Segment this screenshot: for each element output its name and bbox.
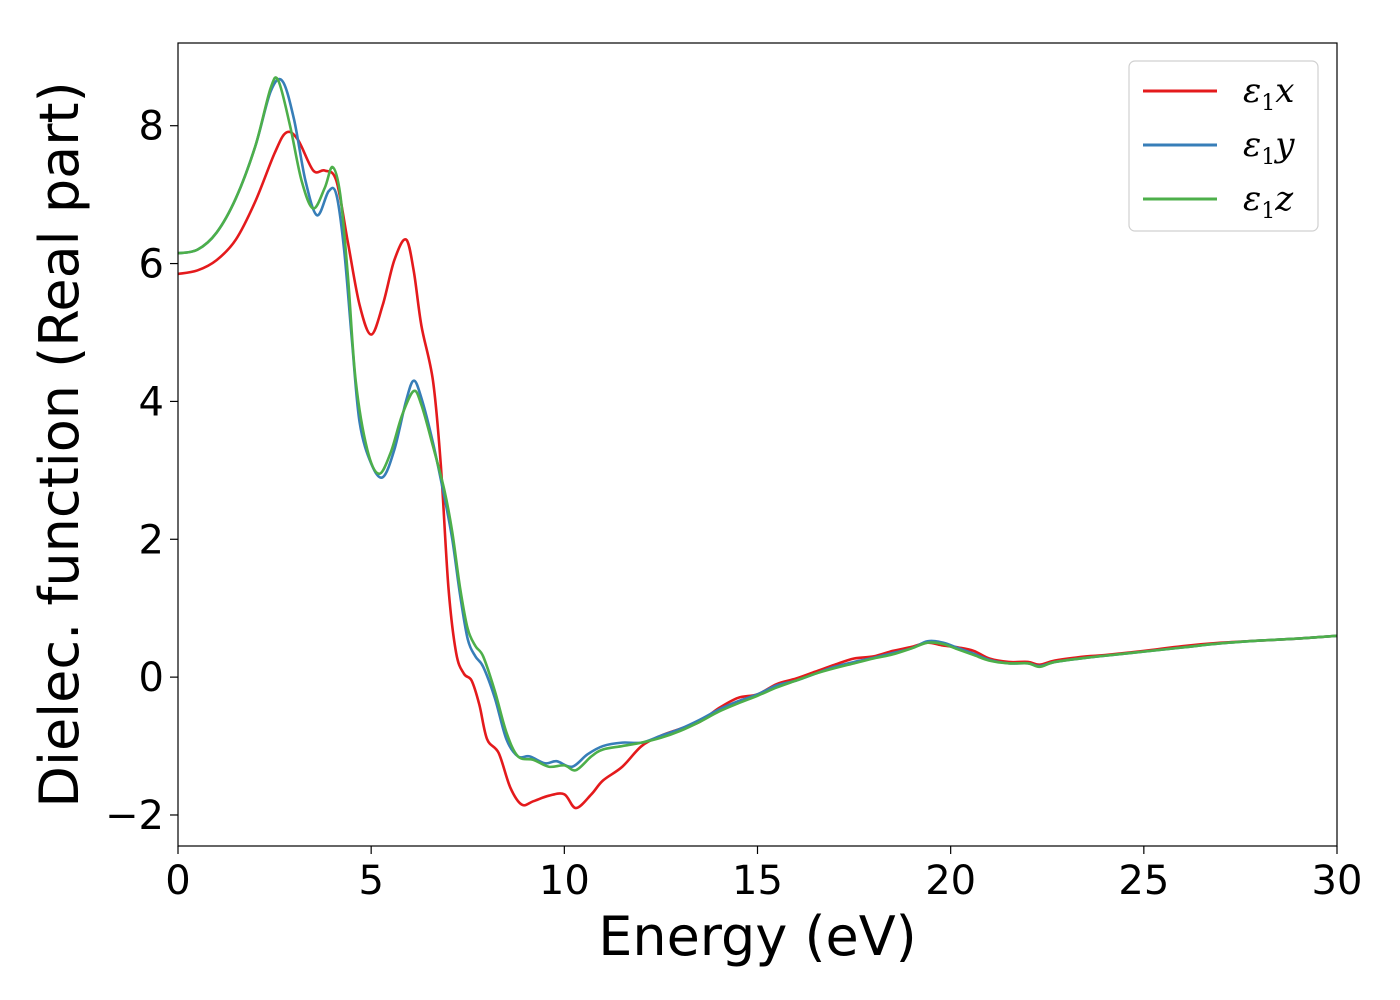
- y-tick-label: 0: [139, 655, 164, 701]
- x-tick-label: 10: [539, 858, 590, 904]
- x-tick-label: 20: [925, 858, 976, 904]
- legend-label-x: ε1x: [1243, 71, 1294, 116]
- x-tick-label: 30: [1312, 858, 1363, 904]
- legend-label-z: ε1z: [1243, 179, 1294, 224]
- y-axis-title: Dielec. function (Real part): [28, 81, 91, 807]
- y-tick-label: 2: [139, 517, 164, 563]
- series-line-x: [178, 130, 1337, 810]
- x-tick-label: 25: [1118, 858, 1169, 904]
- x-tick-label: 15: [732, 858, 783, 904]
- legend-label-y: ε1y: [1243, 125, 1295, 170]
- y-tick-label: −2: [105, 793, 164, 839]
- x-axis: 0 5 10 15 20 25 30: [165, 846, 1362, 904]
- x-tick-label: 5: [358, 858, 383, 904]
- legend: ε1x ε1y ε1z: [1128, 60, 1319, 232]
- y-axis: −2 0 2 4 6 8: [105, 104, 178, 839]
- x-tick-label: 0: [165, 858, 190, 904]
- series-layer: [178, 76, 1337, 810]
- series-line-z: [178, 76, 1337, 772]
- x-axis-title: Energy (eV): [598, 905, 917, 968]
- legend-box: [1128, 60, 1319, 232]
- y-tick-label: 6: [139, 242, 164, 288]
- y-tick-label: 8: [139, 104, 164, 150]
- y-tick-label: 4: [139, 379, 164, 425]
